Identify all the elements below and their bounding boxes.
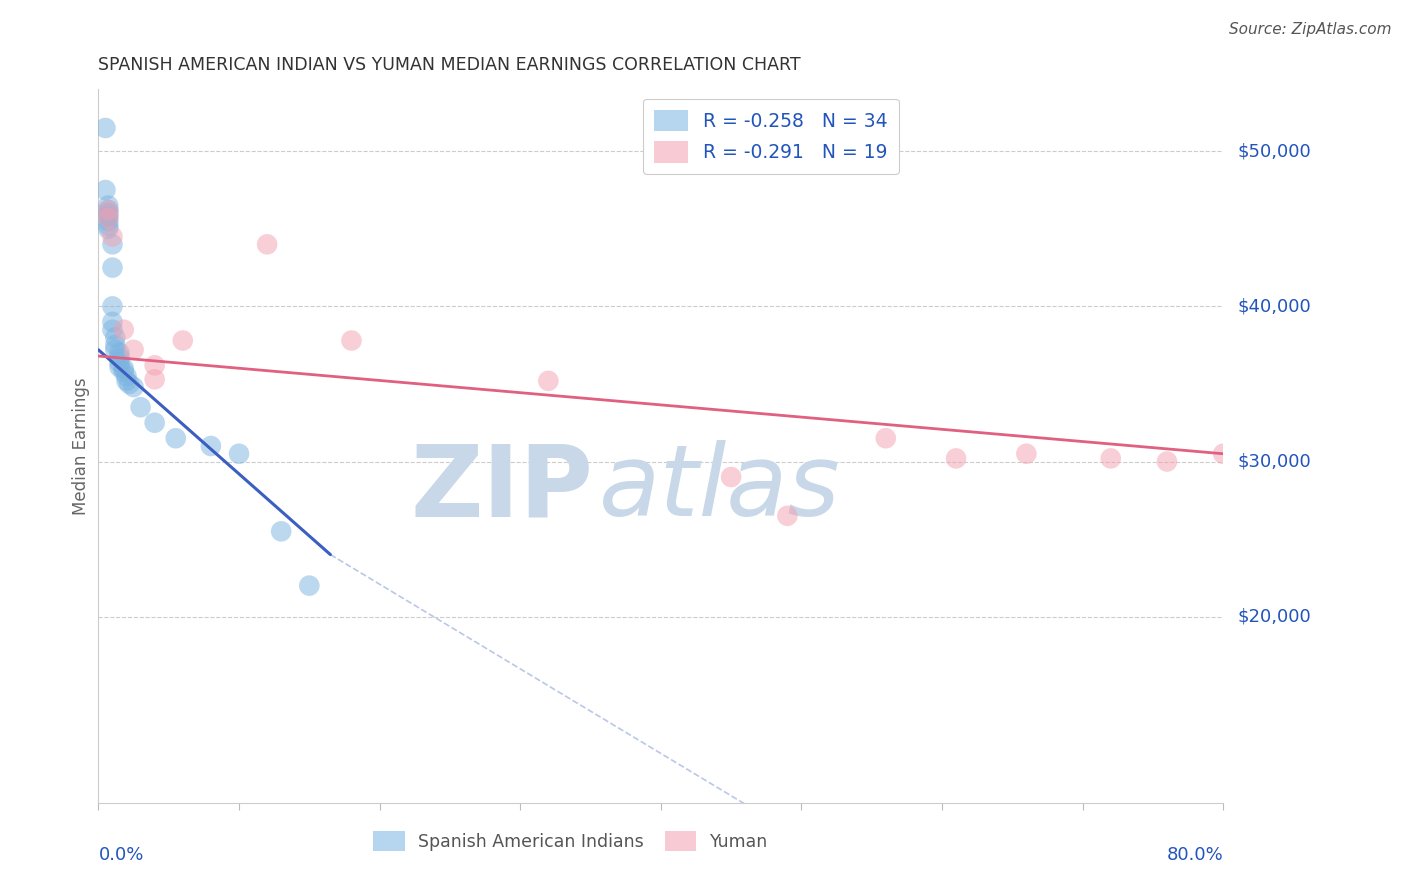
Point: [97, 210, 120, 224]
Point: [97, 206, 120, 220]
Point: [200, 439, 222, 453]
Point: [115, 374, 138, 388]
Point: [108, 359, 131, 374]
Point: [340, 334, 363, 348]
Text: $30,000: $30,000: [1237, 452, 1310, 470]
Point: [101, 323, 124, 337]
Text: $20,000: $20,000: [1237, 607, 1310, 625]
Point: [97, 211, 120, 225]
Point: [298, 579, 321, 593]
Point: [97, 222, 120, 236]
Point: [172, 334, 194, 348]
Point: [537, 374, 560, 388]
Text: $50,000: $50,000: [1237, 142, 1310, 161]
Text: $40,000: $40,000: [1237, 297, 1310, 316]
Point: [101, 237, 124, 252]
Point: [108, 346, 131, 360]
Point: [112, 365, 135, 379]
Point: [97, 203, 120, 218]
Text: ZIP: ZIP: [411, 441, 593, 537]
Point: [122, 380, 145, 394]
Point: [97, 219, 120, 233]
Point: [97, 198, 120, 212]
Point: [143, 372, 166, 386]
Point: [122, 343, 145, 357]
Point: [165, 431, 187, 445]
Point: [270, 524, 292, 539]
Point: [945, 451, 967, 466]
Point: [94, 120, 117, 135]
Point: [101, 229, 124, 244]
Y-axis label: Median Earnings: Median Earnings: [72, 377, 90, 515]
Point: [104, 338, 127, 352]
Point: [101, 315, 124, 329]
Point: [143, 416, 166, 430]
Text: SPANISH AMERICAN INDIAN VS YUMAN MEDIAN EARNINGS CORRELATION CHART: SPANISH AMERICAN INDIAN VS YUMAN MEDIAN …: [98, 56, 801, 74]
Point: [101, 260, 124, 275]
Point: [112, 323, 135, 337]
Point: [1099, 451, 1122, 466]
Text: atlas: atlas: [599, 441, 841, 537]
Point: [256, 237, 278, 252]
Point: [115, 369, 138, 384]
Point: [94, 183, 117, 197]
Point: [108, 355, 131, 369]
Point: [720, 470, 742, 484]
Point: [776, 508, 799, 523]
Point: [101, 299, 124, 313]
Text: Source: ZipAtlas.com: Source: ZipAtlas.com: [1229, 22, 1392, 37]
Point: [875, 431, 897, 445]
Legend: Spanish American Indians, Yuman: Spanish American Indians, Yuman: [367, 824, 775, 858]
Point: [1212, 447, 1234, 461]
Point: [1015, 447, 1038, 461]
Point: [112, 361, 135, 376]
Point: [129, 401, 152, 415]
Point: [97, 203, 120, 218]
Point: [108, 351, 131, 365]
Point: [97, 214, 120, 228]
Text: 0.0%: 0.0%: [98, 846, 143, 863]
Text: 80.0%: 80.0%: [1167, 846, 1223, 863]
Point: [104, 330, 127, 344]
Point: [104, 343, 127, 357]
Point: [1156, 454, 1178, 468]
Point: [228, 447, 250, 461]
Point: [118, 376, 141, 391]
Point: [143, 359, 166, 373]
